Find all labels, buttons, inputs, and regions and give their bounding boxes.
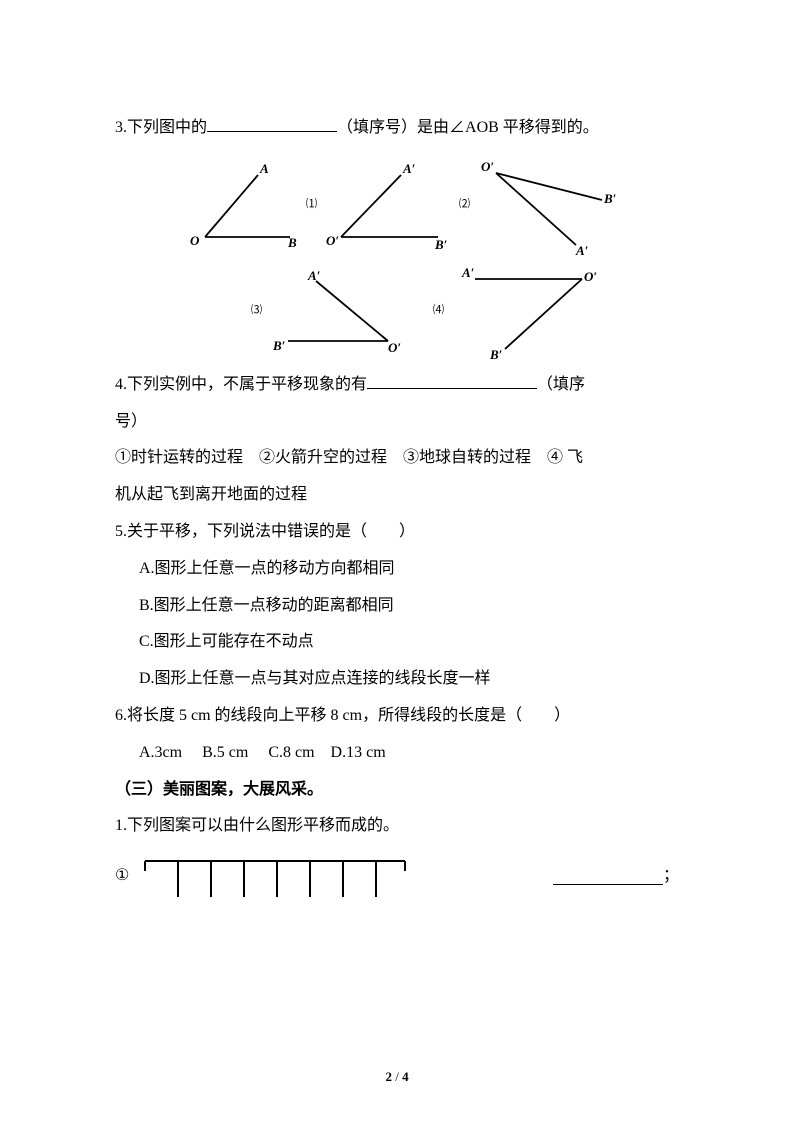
footer-total: 4 [402, 1069, 409, 1084]
q5-B: B.图形上任意一点移动的距离都相同 [115, 588, 679, 625]
svg-text:O′: O′ [481, 159, 494, 174]
angle-AOB: A O B [170, 157, 300, 252]
svg-text:A′: A′ [575, 243, 589, 255]
angle-fig3: A′ B′ O′ [268, 266, 403, 356]
svg-text:A′: A′ [402, 161, 416, 176]
svg-text:A′: A′ [461, 265, 475, 280]
fig-label-1: ⑴ [306, 199, 317, 210]
q4-items2: 机从起飞到离开地面的过程 [115, 477, 679, 514]
svg-text:O′: O′ [584, 269, 597, 284]
angle-fig1: A′ O′ B′ [323, 157, 453, 252]
p1-marker: ① [115, 858, 129, 895]
fig-label-3: ⑶ [251, 305, 262, 316]
fig-row-2: ⑶ A′ B′ O′ ⑷ A′ O′ B′ [245, 261, 679, 361]
fig-row-1: A O B ⑴ A′ O′ B′ ⑵ O′ B′ A′ [170, 155, 679, 255]
svg-text:A: A [259, 161, 269, 176]
q3-blank[interactable] [207, 114, 337, 132]
svg-text:B′: B′ [434, 237, 448, 252]
angle-fig2: O′ B′ A′ [476, 155, 616, 255]
q5-C: C.图形上可能存在不动点 [115, 624, 679, 661]
svg-text:O′: O′ [326, 233, 339, 248]
q4-blank[interactable] [367, 371, 537, 389]
q4-prefix: 4.下列实例中，不属于平移现象的有 [115, 376, 367, 393]
fig-label-2: ⑵ [459, 199, 470, 210]
p1-blank[interactable] [553, 868, 663, 886]
q3-prefix: 3.下列图中的 [115, 119, 207, 136]
q4-line2: 号） [115, 404, 679, 441]
p1-pattern-row: ① ； [115, 849, 679, 904]
section-3-heading: （三）美丽图案，大展风采。 [115, 772, 679, 809]
q4-items: ①时针运转的过程 ②火箭升空的过程 ③地球自转的过程 ④ 飞 [115, 440, 679, 477]
svg-text:O′: O′ [388, 340, 401, 355]
svg-text:B: B [287, 235, 297, 250]
angle-fig4: A′ O′ B′ [450, 261, 600, 361]
q3-line: 3.下列图中的 （填序号）是由∠AOB 平移得到的。 [115, 110, 679, 147]
q3-mid: （填序号）是由∠AOB 平移得到的。 [337, 119, 599, 136]
q4-line1: 4.下列实例中，不属于平移现象的有 （填序 [115, 376, 585, 393]
svg-text:A′: A′ [307, 268, 321, 283]
svg-text:O: O [190, 233, 200, 248]
q4-suffix: （填序 [537, 376, 585, 393]
p1-semicolon: ； [663, 858, 679, 895]
page-footer: 2 / 4 [0, 1070, 794, 1083]
svg-text:B′: B′ [272, 338, 286, 353]
comb-pattern-icon [135, 849, 415, 904]
q5-D: D.图形上任意一点与其对应点连接的线段长度一样 [115, 661, 679, 698]
q6-opts: A.3cm B.5 cm C.8 cm D.13 cm [115, 735, 679, 772]
svg-text:B′: B′ [489, 347, 503, 361]
q3-figures: A O B ⑴ A′ O′ B′ ⑵ O′ B′ A′ ⑶ A′ B′ [115, 155, 679, 361]
p1-stem: 1.下列图案可以由什么图形平移而成的。 [115, 808, 679, 845]
q5-stem: 5.关于平移，下列说法中错误的是（ ） [115, 514, 679, 551]
q5-A: A.图形上任意一点的移动方向都相同 [115, 551, 679, 588]
footer-sep: / [392, 1069, 402, 1084]
q6-stem: 6.将长度 5 cm 的线段向上平移 8 cm，所得线段的长度是（ ） [115, 698, 679, 735]
svg-text:B′: B′ [603, 191, 616, 206]
fig-label-4: ⑷ [433, 305, 444, 316]
